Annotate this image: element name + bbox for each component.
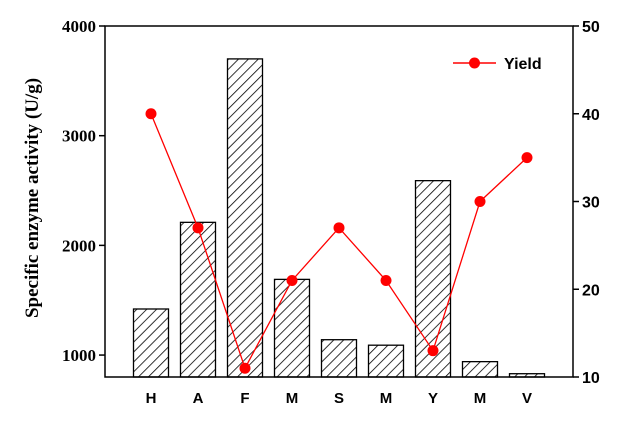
legend-label-yield: Yield [504, 56, 542, 73]
x-tick-label: F [240, 390, 249, 407]
x-tick-label: M [380, 390, 393, 407]
yield-point-3 [286, 274, 298, 286]
y-right-tick-label: 40 [582, 107, 600, 124]
y-left-tick-label: 1000 [62, 346, 96, 365]
plot-frame [104, 25, 574, 378]
y-left-tick-label: 2000 [62, 236, 96, 255]
x-tick-label: S [334, 390, 344, 407]
yield-point-2 [239, 362, 251, 374]
yield-point-1 [192, 222, 204, 234]
x-tick-label: M [286, 390, 299, 407]
bar-a-1 [179, 221, 217, 378]
y-left-tick-label: 4000 [62, 17, 96, 36]
bar-m-7 [461, 360, 499, 378]
bars-layer [132, 58, 546, 378]
bar-y-6 [414, 180, 452, 378]
yield-point-5 [380, 274, 392, 286]
legend-marker [469, 57, 480, 69]
legend: Yield [453, 56, 542, 73]
yield-point-6 [427, 345, 439, 357]
yield-point-0 [145, 108, 157, 120]
x-tick-label: A [193, 390, 204, 407]
yield-point-8 [521, 152, 533, 164]
y-left-tick-label: 3000 [62, 127, 96, 146]
bar-h-0 [132, 308, 170, 378]
axes-layer: 1000 2000 3000 4000 10 20 30 40 50 H A F M S M Y M V [62, 17, 600, 407]
y-right-tick-label: 30 [582, 195, 600, 212]
y-right-tick-label: 50 [582, 19, 600, 36]
x-tick-label: V [522, 390, 532, 407]
y-axis-label: Specific enzyme activity (U/g) [22, 78, 43, 318]
yield-point-4 [333, 222, 345, 234]
x-tick-label: Y [428, 390, 438, 407]
x-tick-label: M [474, 390, 487, 407]
y-right-tick-label: 10 [582, 370, 600, 387]
bar-f-2 [226, 58, 264, 378]
bar-m-5 [367, 344, 405, 378]
yield-point-7 [474, 196, 486, 207]
bar-s-4 [320, 339, 358, 378]
x-tick-label: H [146, 390, 157, 407]
line-layer [145, 108, 533, 374]
bar-m-3 [273, 278, 311, 378]
y-right-tick-label: 20 [582, 282, 600, 299]
